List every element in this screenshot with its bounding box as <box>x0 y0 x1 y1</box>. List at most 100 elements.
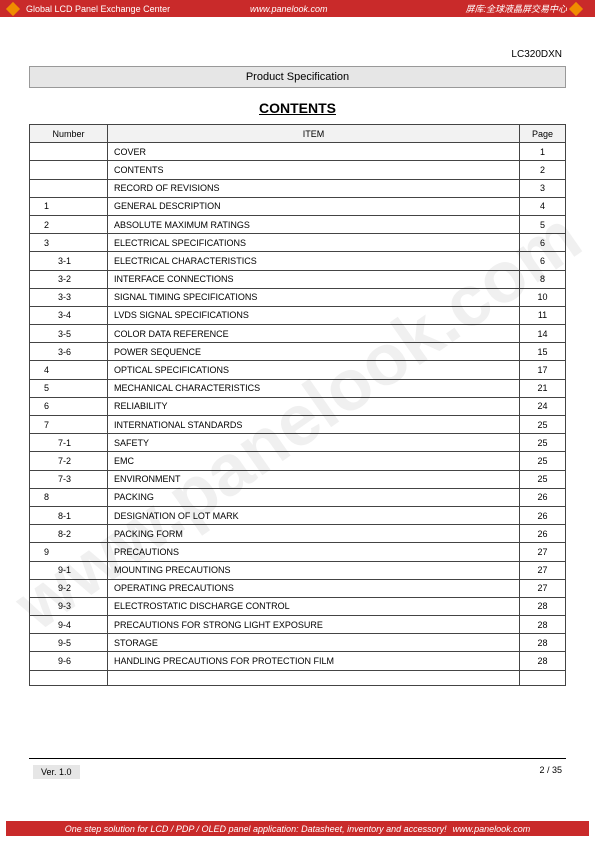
cell-item: EMC <box>108 452 520 470</box>
cell-page: 25 <box>520 452 566 470</box>
cell-number <box>30 179 108 197</box>
cell-number: 6 <box>30 397 108 415</box>
cell-number: 5 <box>30 379 108 397</box>
cell-item: MOUNTING PRECAUTIONS <box>108 561 520 579</box>
table-row: 8-2PACKING FORM26 <box>30 525 566 543</box>
cell-page: 28 <box>520 652 566 670</box>
cell-page: 6 <box>520 252 566 270</box>
cell-number: 3-4 <box>30 306 108 324</box>
table-row: 3-4LVDS SIGNAL SPECIFICATIONS11 <box>30 306 566 324</box>
cell-number: 8 <box>30 488 108 506</box>
table-row-empty <box>30 670 566 685</box>
cell-page: 26 <box>520 488 566 506</box>
bottom-banner: One step solution for LCD / PDP / OLED p… <box>6 821 589 836</box>
cell-page: 28 <box>520 634 566 652</box>
cell-number: 3-1 <box>30 252 108 270</box>
cell-item: RELIABILITY <box>108 397 520 415</box>
cell-number: 9-3 <box>30 597 108 615</box>
cell-page: 26 <box>520 506 566 524</box>
cell-item: PRECAUTIONS FOR STRONG LIGHT EXPOSURE <box>108 616 520 634</box>
cell-number: 9-4 <box>30 616 108 634</box>
cell-number: 3-2 <box>30 270 108 288</box>
cell-number: 8-1 <box>30 506 108 524</box>
table-row: 7-2EMC25 <box>30 452 566 470</box>
cell-page: 11 <box>520 306 566 324</box>
table-row: 1GENERAL DESCRIPTION4 <box>30 197 566 215</box>
bottom-url: www.panelook.com <box>453 824 531 834</box>
banner-url: www.panelook.com <box>250 4 328 14</box>
cell-page: 10 <box>520 288 566 306</box>
cell-number: 9-1 <box>30 561 108 579</box>
cell-page: 5 <box>520 215 566 233</box>
cell-item: MECHANICAL CHARACTERISTICS <box>108 379 520 397</box>
cell-item: ELECTRICAL CHARACTERISTICS <box>108 252 520 270</box>
cell-page: 6 <box>520 234 566 252</box>
banner-left-text: Global LCD Panel Exchange Center <box>26 4 170 14</box>
table-row: 6RELIABILITY24 <box>30 397 566 415</box>
cell-page: 28 <box>520 616 566 634</box>
cell-page: 27 <box>520 579 566 597</box>
table-row: 4OPTICAL SPECIFICATIONS17 <box>30 361 566 379</box>
cell-number: 9 <box>30 543 108 561</box>
cell-page: 8 <box>520 270 566 288</box>
cell-number: 7-1 <box>30 434 108 452</box>
cell-item: ENVIRONMENT <box>108 470 520 488</box>
contents-table: Number ITEM Page COVER1CONTENTS2RECORD O… <box>29 124 566 686</box>
cell-item: STORAGE <box>108 634 520 652</box>
cell-page: 3 <box>520 179 566 197</box>
banner-chinese: 屏库:全球液晶屏交易中心 <box>465 2 567 15</box>
page-footer: Ver. 1.0 2 / 35 <box>29 758 566 779</box>
cell-number: 9-5 <box>30 634 108 652</box>
table-row: 9-6HANDLING PRECAUTIONS FOR PROTECTION F… <box>30 652 566 670</box>
table-row: CONTENTS2 <box>30 161 566 179</box>
model-number: LC320DXN <box>29 49 566 60</box>
table-row: 7-3ENVIRONMENT25 <box>30 470 566 488</box>
cell-number: 1 <box>30 197 108 215</box>
version-label: Ver. 1.0 <box>33 765 80 779</box>
page-body: www.panelook.com LC320DXN Product Specif… <box>0 17 595 825</box>
cell-item: COLOR DATA REFERENCE <box>108 325 520 343</box>
table-row: 3ELECTRICAL SPECIFICATIONS6 <box>30 234 566 252</box>
cell-item: ELECTRICAL SPECIFICATIONS <box>108 234 520 252</box>
cell-page: 14 <box>520 325 566 343</box>
table-row: 3-1ELECTRICAL CHARACTERISTICS6 <box>30 252 566 270</box>
table-row: 7INTERNATIONAL STANDARDS25 <box>30 416 566 434</box>
cell-item: COVER <box>108 143 520 161</box>
table-row: 8-1DESIGNATION OF LOT MARK26 <box>30 506 566 524</box>
cell-page: 27 <box>520 543 566 561</box>
cell-number <box>30 161 108 179</box>
cell-number: 7-2 <box>30 452 108 470</box>
bottom-text: One step solution for LCD / PDP / OLED p… <box>65 824 447 834</box>
page-number: 2 / 35 <box>539 765 562 779</box>
cell-item: CONTENTS <box>108 161 520 179</box>
col-page: Page <box>520 125 566 143</box>
table-row: 9-2OPERATING PRECAUTIONS27 <box>30 579 566 597</box>
cell-item: PRECAUTIONS <box>108 543 520 561</box>
cell-page: 24 <box>520 397 566 415</box>
cell-item: OPERATING PRECAUTIONS <box>108 579 520 597</box>
table-header-row: Number ITEM Page <box>30 125 566 143</box>
cell-number: 9-2 <box>30 579 108 597</box>
table-row: RECORD OF REVISIONS3 <box>30 179 566 197</box>
table-row: 7-1SAFETY25 <box>30 434 566 452</box>
cell-page: 25 <box>520 434 566 452</box>
table-row: 3-2INTERFACE CONNECTIONS8 <box>30 270 566 288</box>
cell-item: ABSOLUTE MAXIMUM RATINGS <box>108 215 520 233</box>
cell-number: 8-2 <box>30 525 108 543</box>
cell-item: DESIGNATION OF LOT MARK <box>108 506 520 524</box>
cell-page: 27 <box>520 561 566 579</box>
col-number: Number <box>30 125 108 143</box>
table-row: 3-3SIGNAL TIMING SPECIFICATIONS10 <box>30 288 566 306</box>
cell-number: 7-3 <box>30 470 108 488</box>
table-row: 3-5COLOR DATA REFERENCE14 <box>30 325 566 343</box>
cell-item: SIGNAL TIMING SPECIFICATIONS <box>108 288 520 306</box>
table-row: 2ABSOLUTE MAXIMUM RATINGS5 <box>30 215 566 233</box>
cell-page: 15 <box>520 343 566 361</box>
table-row: 9-5STORAGE28 <box>30 634 566 652</box>
table-row: 9-3ELECTROSTATIC DISCHARGE CONTROL28 <box>30 597 566 615</box>
col-item: ITEM <box>108 125 520 143</box>
table-row: 5MECHANICAL CHARACTERISTICS21 <box>30 379 566 397</box>
contents-title: CONTENTS <box>29 100 566 116</box>
table-row: COVER1 <box>30 143 566 161</box>
top-banner: Global LCD Panel Exchange Center www.pan… <box>0 0 595 17</box>
